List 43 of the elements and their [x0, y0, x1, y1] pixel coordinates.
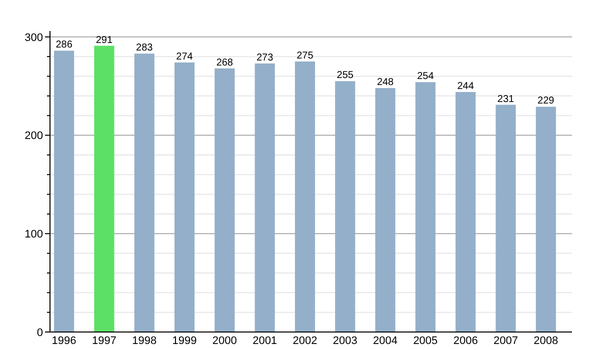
data-label: 248: [376, 77, 394, 88]
x-tick-label: 2002: [292, 335, 318, 347]
x-tick-label: 2005: [413, 335, 438, 347]
x-tick-label: 2006: [453, 335, 478, 347]
bar: [134, 54, 154, 332]
bar: [536, 106, 556, 332]
x-tick-label: 2004: [373, 335, 398, 347]
data-label: 244: [457, 80, 474, 92]
data-label: 286: [56, 40, 73, 51]
y-tick-label: 0: [36, 326, 43, 339]
x-tick-label: 1999: [172, 335, 197, 347]
x-tick-label: 2003: [332, 335, 358, 347]
bar: [456, 92, 476, 332]
bar: [415, 82, 436, 332]
bar: [294, 61, 316, 332]
x-tick-label: 2007: [494, 335, 518, 347]
bar: [496, 104, 516, 332]
data-label: 273: [256, 52, 274, 64]
bar: [94, 46, 114, 332]
data-label: 229: [538, 96, 555, 107]
x-tick-label: 1996: [52, 335, 76, 347]
y-tick-label: 200: [24, 130, 43, 142]
x-tick-label: 2001: [252, 335, 278, 347]
x-tick-label: 1998: [132, 335, 157, 347]
data-label: 231: [497, 94, 515, 105]
bar: [174, 62, 195, 332]
data-label: 254: [417, 71, 434, 82]
bar: [54, 50, 74, 332]
bar: [335, 81, 356, 332]
bar: [375, 88, 396, 332]
data-label: 291: [96, 34, 113, 46]
data-label: 268: [216, 57, 234, 68]
x-tick-label: 2008: [534, 335, 558, 347]
data-label: 274: [176, 51, 194, 62]
y-tick-label: 100: [24, 228, 43, 240]
data-label: 255: [336, 70, 354, 82]
y-tick-label: 300: [24, 32, 43, 44]
bar: [254, 63, 275, 332]
x-tick-label: 1997: [92, 335, 116, 347]
bar: [214, 68, 235, 332]
x-tick-label: 2000: [212, 335, 237, 347]
data-label: 283: [136, 42, 154, 54]
data-label: 275: [296, 50, 314, 62]
